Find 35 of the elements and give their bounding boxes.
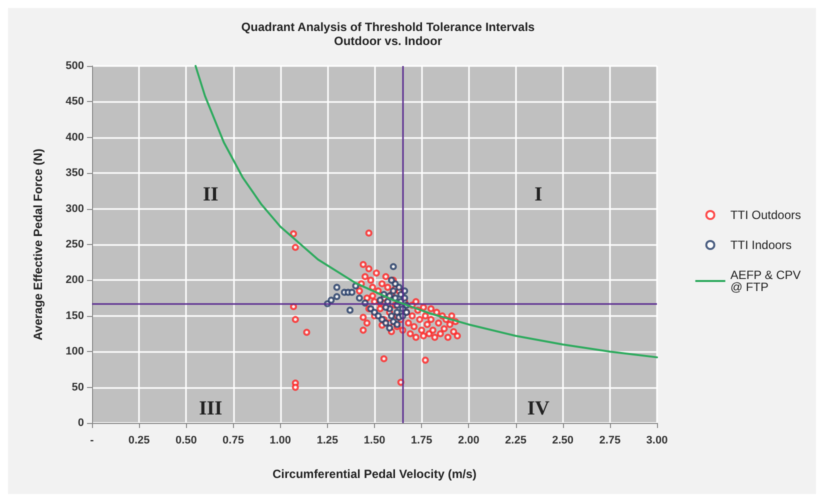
x-tick-label: 1.25 — [316, 434, 338, 446]
x-tick-label: 2.00 — [458, 434, 480, 446]
y-tick-label: 450 — [66, 96, 84, 108]
y-tick-label: 0 — [78, 417, 84, 429]
x-tick-label: - — [90, 434, 94, 446]
chart-title: Quadrant Analysis of Threshold Tolerance Intervals — [241, 20, 536, 34]
x-tick-label: 0.75 — [222, 434, 244, 446]
y-axis-title: Average Effective Pedal Force (N) — [31, 148, 45, 340]
y-tick-label: 300 — [66, 202, 84, 215]
x-tick-label: 3.00 — [646, 434, 668, 446]
y-tick-label: 150 — [66, 310, 84, 322]
x-tick-label: 2.25 — [505, 434, 526, 446]
legend-label: TTI Indoors — [730, 238, 792, 252]
y-tick-label: 400 — [66, 131, 84, 144]
legend-label: TTI Outdoors — [730, 208, 801, 222]
annotation: II — [202, 184, 219, 206]
x-tick-label: 1.50 — [364, 434, 386, 446]
y-tick-label: 250 — [66, 238, 84, 250]
y-tick-label: 200 — [66, 274, 84, 286]
annotation: III — [198, 398, 223, 420]
x-tick-label: 1.75 — [410, 434, 432, 446]
y-tick-label: 100 — [66, 346, 84, 358]
annotation: I — [534, 184, 542, 206]
y-tick-label: 350 — [66, 167, 84, 180]
legend-label: AEFP & CPV @ FTP — [730, 268, 801, 294]
y-tick-label: 50 — [72, 381, 84, 394]
x-tick-label: 2.50 — [552, 434, 574, 446]
x-tick-label: 0.50 — [175, 434, 197, 446]
x-tick-label: 1.00 — [270, 434, 292, 446]
x-tick-label: 0.25 — [128, 434, 150, 446]
chart-subtitle: Outdoor vs. Indoor — [334, 34, 442, 48]
y-tick-label: 500 — [66, 60, 84, 72]
annotation: IV — [527, 398, 550, 420]
x-axis-title: Circumferential Pedal Velocity (m/s) — [272, 467, 477, 481]
x-tick-label: 2.75 — [599, 434, 621, 446]
